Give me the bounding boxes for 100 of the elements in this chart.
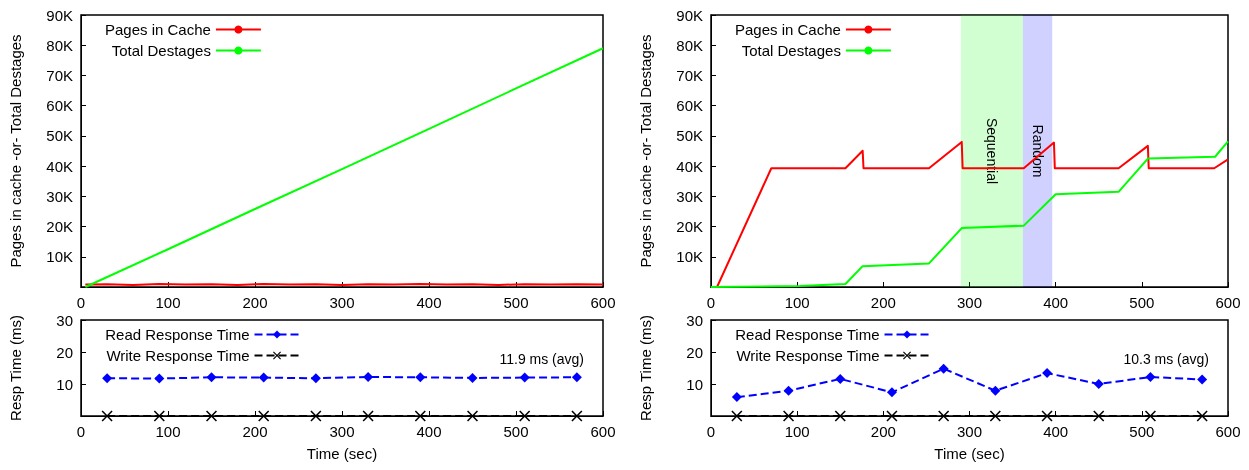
x-tick-label: 500 xyxy=(1129,294,1155,311)
point xyxy=(362,410,374,422)
y-tick-label: 40K xyxy=(46,157,73,175)
x-tick-label: 200 xyxy=(242,294,268,311)
x-tick-label: 300 xyxy=(329,423,355,440)
point xyxy=(834,410,846,422)
point xyxy=(571,410,583,422)
y-tick-label: 30K xyxy=(46,187,73,205)
point xyxy=(153,410,165,422)
point xyxy=(1144,410,1156,422)
x-tick-label: 200 xyxy=(870,423,896,440)
x-tick-label: 400 xyxy=(1043,423,1069,440)
y-tick-label: 30K xyxy=(676,187,703,205)
x-tick-label: 500 xyxy=(503,294,529,311)
legend-label: Pages in Cache xyxy=(734,21,841,38)
point xyxy=(990,385,1001,396)
point xyxy=(1196,410,1208,422)
x-tick-label: 200 xyxy=(242,423,268,440)
point xyxy=(1093,379,1104,389)
point xyxy=(886,387,897,398)
legend-label: Write Response Time xyxy=(736,347,880,364)
x-tick-label: 100 xyxy=(155,294,181,311)
x-tick-label: 600 xyxy=(590,294,616,311)
point xyxy=(519,372,530,383)
legend-label: Read Response Time xyxy=(105,326,250,343)
point xyxy=(519,410,531,422)
legend-label: Total Destages xyxy=(111,42,211,59)
y-axis-title: Resp Time (ms) xyxy=(7,315,24,421)
y-tick-label: 10 xyxy=(686,375,703,393)
y-tick-label: 10K xyxy=(676,248,703,266)
point xyxy=(1041,410,1053,422)
x-tick-label: 300 xyxy=(956,294,983,311)
point xyxy=(938,410,950,422)
point xyxy=(1093,410,1105,422)
band-label: Sequential xyxy=(983,117,1000,185)
y-tick-label: 70K xyxy=(46,66,73,84)
y-tick-label: 50K xyxy=(676,127,703,145)
x-tick-label: 500 xyxy=(503,423,529,440)
legend-label: Read Response Time xyxy=(735,326,880,343)
x-tick-label: 0 xyxy=(706,294,716,311)
x-axis-title: Time (sec) xyxy=(934,445,1005,462)
annotation: 10.3 ms (avg) xyxy=(1123,351,1210,367)
point xyxy=(154,373,165,384)
x-tick-label: 0 xyxy=(76,294,86,311)
x-tick-label: 100 xyxy=(784,423,810,440)
point xyxy=(1042,368,1053,379)
y-tick-label: 20K xyxy=(46,218,73,236)
x-tick-label: 400 xyxy=(1043,294,1069,311)
point xyxy=(1145,371,1156,382)
y-tick-label: 90K xyxy=(46,6,73,24)
y-tick-label: 20 xyxy=(686,343,703,361)
x-axis-title: Time (sec) xyxy=(306,445,378,462)
legend-label: Total Destages xyxy=(741,42,841,59)
y-tick-label: 70K xyxy=(676,66,703,84)
point xyxy=(102,373,113,384)
x-tick-label: 0 xyxy=(76,423,86,440)
x-tick-label: 100 xyxy=(155,423,181,440)
y-tick-label: 90K xyxy=(676,6,703,24)
point xyxy=(835,373,846,384)
point xyxy=(310,373,321,384)
point xyxy=(1197,374,1208,385)
annotation: 11.9 ms (avg) xyxy=(499,351,584,367)
y-tick-label: 10K xyxy=(46,248,73,266)
y-axis-title: Resp Time (ms) xyxy=(637,315,654,421)
x-tick-label: 600 xyxy=(1215,294,1241,311)
point xyxy=(206,410,217,422)
point xyxy=(467,372,478,383)
point xyxy=(206,372,217,383)
point xyxy=(258,372,269,383)
y-tick-label: 80K xyxy=(676,36,703,54)
x-tick-label: 600 xyxy=(590,423,616,440)
point xyxy=(886,410,898,422)
legend-label: Pages in Cache xyxy=(104,21,211,38)
point xyxy=(467,410,478,422)
y-tick-label: 10 xyxy=(56,375,73,393)
y-tick-label: 20K xyxy=(676,218,703,236)
point xyxy=(414,410,426,422)
x-tick-label: 400 xyxy=(416,294,442,311)
y-tick-label: 40K xyxy=(676,157,703,175)
x-tick-label: 100 xyxy=(784,294,810,311)
y-tick-label: 30 xyxy=(686,311,703,329)
x-tick-label: 600 xyxy=(1215,423,1241,440)
x-tick-label: 300 xyxy=(329,294,355,311)
x-tick-label: 300 xyxy=(956,423,983,440)
point xyxy=(783,385,794,396)
y-axis-title: Pages in cache -or- Total Destages xyxy=(637,34,654,268)
y-tick-label: 60K xyxy=(676,97,703,115)
x-tick-label: 0 xyxy=(706,423,716,440)
y-axis-title: Pages in cache -or- Total Destages xyxy=(7,34,24,268)
point xyxy=(310,410,322,422)
x-tick-label: 400 xyxy=(416,423,442,440)
point xyxy=(571,372,582,383)
y-tick-label: 50K xyxy=(46,127,73,145)
point xyxy=(731,410,743,422)
point xyxy=(415,372,426,383)
point xyxy=(731,392,742,403)
line-series xyxy=(84,47,604,288)
legend-label: Write Response Time xyxy=(106,347,250,364)
band-label: Random xyxy=(1029,124,1046,178)
y-tick-label: 80K xyxy=(46,36,73,54)
